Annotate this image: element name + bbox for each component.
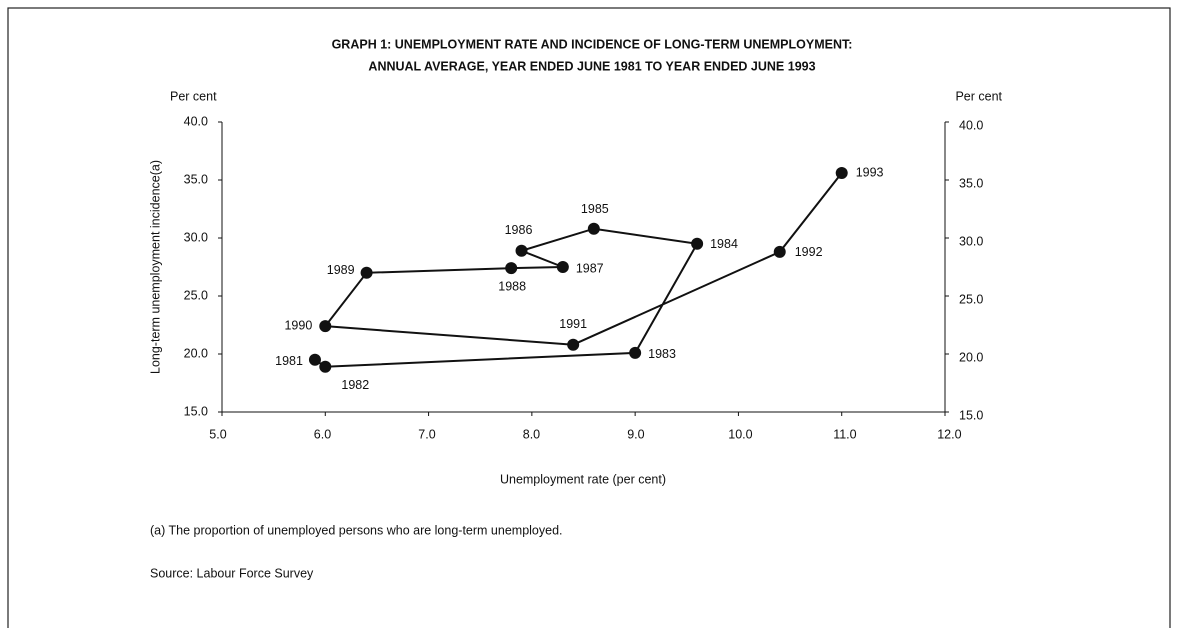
footnote: (a) The proportion of unemployed persons…	[150, 523, 563, 537]
y-tick-label: 20.0	[184, 346, 208, 360]
y-tick-label: 35.0	[184, 172, 208, 186]
y-unit: Per cent	[170, 89, 217, 103]
point-label: 1992	[795, 245, 823, 259]
data-point	[629, 346, 642, 359]
y2-tick-label: 15.0	[959, 408, 983, 422]
x-tick-label: 12.0	[937, 427, 961, 441]
frame	[7, 7, 1171, 628]
point-label: 1987	[576, 261, 604, 275]
point-label: 1983	[648, 347, 676, 361]
y2-tick-label: 30.0	[959, 234, 983, 248]
x-tick-label: 10.0	[728, 427, 752, 441]
x-tick-label: 8.0	[523, 427, 540, 441]
point-label: 1985	[581, 202, 609, 216]
data-point	[515, 244, 528, 257]
point-label: 1981	[275, 354, 303, 368]
point-label: 1990	[284, 318, 312, 332]
y2-tick-label: 20.0	[959, 350, 983, 364]
data-point	[773, 245, 786, 258]
point-label: 1984	[710, 237, 738, 251]
x-tick-label: 5.0	[209, 427, 226, 441]
data-point	[691, 237, 704, 250]
data-point	[360, 266, 373, 279]
chart-title: ANNUAL AVERAGE, YEAR ENDED JUNE 1981 TO …	[368, 59, 815, 73]
point-label: 1993	[856, 165, 884, 179]
x-tick-label: 7.0	[418, 427, 435, 441]
data-point	[319, 360, 332, 373]
y-axis-label: Long-term unemployment incidence(a)	[148, 160, 162, 374]
point-label: 1988	[498, 279, 526, 293]
y-tick-label: 40.0	[184, 114, 208, 128]
point-label: 1991	[559, 317, 587, 331]
data-point	[835, 167, 848, 180]
x-tick-label: 6.0	[314, 427, 331, 441]
y2-unit: Per cent	[955, 89, 1002, 103]
point-label: 1989	[327, 263, 355, 277]
y-tick-label: 30.0	[184, 230, 208, 244]
y2-tick-label: 35.0	[959, 176, 983, 190]
x-axis-label: Unemployment rate (per cent)	[500, 472, 666, 486]
y-tick-label: 15.0	[184, 404, 208, 418]
chart-title: GRAPH 1: UNEMPLOYMENT RATE AND INCIDENCE…	[332, 37, 853, 51]
data-point	[319, 320, 332, 333]
source: Source: Labour Force Survey	[150, 566, 314, 580]
data-point	[505, 262, 518, 275]
data-point	[308, 353, 321, 366]
data-point	[556, 261, 569, 273]
point-label: 1982	[341, 378, 369, 392]
y2-tick-label: 25.0	[959, 292, 983, 306]
x-tick-label: 9.0	[627, 427, 644, 441]
data-point	[587, 222, 600, 235]
point-label: 1986	[505, 223, 533, 237]
y2-tick-label: 40.0	[959, 118, 983, 132]
x-tick-label: 11.0	[833, 427, 856, 441]
data-point	[567, 338, 580, 351]
y-tick-label: 25.0	[184, 288, 208, 302]
